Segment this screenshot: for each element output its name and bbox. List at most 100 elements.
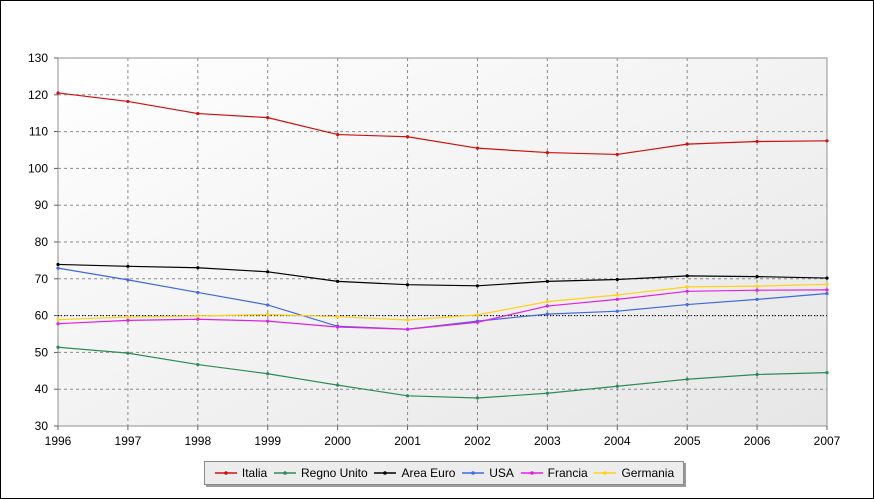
x-tick-label: 1997: [115, 434, 142, 448]
data-point: [475, 284, 480, 288]
data-point: [825, 282, 829, 286]
y-tick-label: 60: [35, 309, 49, 323]
legend-swatch: [462, 471, 485, 475]
data-point: [755, 372, 759, 377]
legend-label: Francia: [547, 466, 588, 480]
x-tick-label: 2002: [464, 434, 491, 448]
y-tick-label: 100: [28, 161, 48, 175]
y-tick-label: 40: [35, 382, 49, 396]
series-francia: [56, 288, 829, 331]
data-point: [405, 394, 410, 398]
data-point: [56, 91, 60, 95]
y-tick-labels: 30 40 50 60 70 80 90 100 110 120 130: [28, 51, 48, 433]
x-tick-label: 2007: [814, 434, 841, 448]
legend-swatch: [214, 471, 237, 475]
x-tick-label: 2001: [394, 434, 421, 448]
axes: [54, 57, 828, 430]
data-point: [405, 327, 410, 331]
series-germania: [56, 282, 829, 322]
data-point: [126, 278, 130, 282]
data-point: [266, 372, 270, 376]
data-point: [755, 288, 759, 292]
legend-swatch: [374, 471, 397, 475]
data-point: [56, 322, 60, 326]
data-point: [825, 371, 829, 375]
series-italia: [56, 91, 829, 157]
data-point: [615, 309, 619, 313]
x-tick-label: 2006: [744, 434, 771, 448]
data-point: [475, 320, 480, 324]
x-tick-label: 2003: [534, 434, 561, 448]
legend-swatch: [273, 471, 296, 475]
data-point: [545, 304, 549, 308]
data-point: [336, 315, 340, 319]
data-point: [196, 314, 200, 318]
data-point: [545, 150, 549, 155]
data-point: [755, 297, 759, 302]
data-point: [405, 283, 410, 287]
data-point: [755, 274, 759, 279]
legend-item: Regno Unito: [273, 466, 368, 480]
data-point: [266, 270, 270, 274]
data-point: [615, 293, 619, 297]
data-point: [336, 383, 340, 387]
y-tick-label: 130: [28, 51, 48, 65]
y-tick-label: 70: [35, 272, 49, 286]
series-line: [57, 289, 828, 330]
legend-label: Germania: [621, 466, 675, 480]
y-tick-label: 120: [28, 88, 48, 102]
data-point: [196, 317, 200, 321]
y-tick-label: 30: [35, 419, 49, 433]
y-tick-label: 50: [35, 345, 49, 359]
data-point: [685, 302, 689, 307]
data-point: [266, 116, 270, 120]
data-point: [685, 274, 689, 278]
data-point: [825, 139, 829, 143]
data-point: [755, 139, 759, 144]
data-point: [196, 290, 200, 295]
data-point: [685, 289, 689, 293]
data-point: [56, 266, 60, 270]
series-line: [57, 92, 828, 156]
legend-item: Germania: [593, 466, 674, 480]
data-point: [126, 351, 130, 355]
data-point: [755, 284, 759, 288]
legend-label: Italia: [241, 466, 268, 480]
data-point: [685, 285, 689, 289]
data-point: [56, 262, 60, 267]
data-point: [545, 279, 549, 283]
legend-label: USA: [489, 466, 514, 480]
data-point: [615, 277, 619, 282]
data-point: [336, 325, 340, 329]
data-point: [615, 297, 619, 302]
data-point: [615, 152, 619, 157]
legend-item: Area Euro: [373, 466, 455, 480]
legend-label: Regno Unito: [300, 466, 368, 480]
data-point: [126, 318, 130, 322]
legend-item: Francia: [520, 466, 588, 480]
x-tick-label: 1998: [184, 434, 211, 448]
data-point: [266, 312, 270, 317]
grid-lines: [58, 58, 827, 426]
x-tick-label: 2005: [674, 434, 701, 448]
legend-swatch: [520, 471, 543, 475]
data-point: [56, 318, 60, 322]
legend-label: Area Euro: [401, 466, 456, 480]
data-point: [405, 135, 410, 139]
data-point: [126, 315, 130, 319]
series-area-euro: [56, 262, 829, 288]
legend: Italia Regno Unito Area Euro USA Francia Germ…: [204, 461, 684, 485]
series-line: [57, 283, 828, 321]
data-point: [615, 384, 619, 388]
data-point: [825, 288, 829, 292]
data-point: [825, 276, 829, 280]
data-point: [685, 142, 689, 146]
series-line: [57, 346, 828, 399]
y-tick-label: 80: [35, 235, 49, 249]
data-point: [126, 99, 130, 104]
y-tick-label: 90: [35, 198, 49, 212]
data-point: [475, 396, 480, 400]
data-point: [545, 312, 549, 316]
